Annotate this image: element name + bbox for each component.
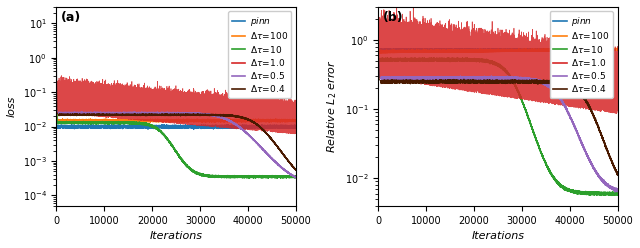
Text: (b): (b) xyxy=(383,11,404,24)
X-axis label: Iterations: Iterations xyxy=(472,231,524,241)
Y-axis label: Relative $L_2$ error: Relative $L_2$ error xyxy=(325,60,339,153)
Y-axis label: loss: loss xyxy=(7,96,17,117)
Legend: $pinn$, $\Delta\tau\!=\!100$, $\Delta\tau\!=\!10$, $\Delta\tau\!=\!1.0$, $\Delta: $pinn$, $\Delta\tau\!=\!100$, $\Delta\ta… xyxy=(228,11,291,98)
Text: (a): (a) xyxy=(61,11,81,24)
Legend: $pinn$, $\Delta\tau\!=\!100$, $\Delta\tau\!=\!10$, $\Delta\tau\!=\!1.0$, $\Delta: $pinn$, $\Delta\tau\!=\!100$, $\Delta\ta… xyxy=(550,11,613,98)
X-axis label: Iterations: Iterations xyxy=(150,231,203,241)
